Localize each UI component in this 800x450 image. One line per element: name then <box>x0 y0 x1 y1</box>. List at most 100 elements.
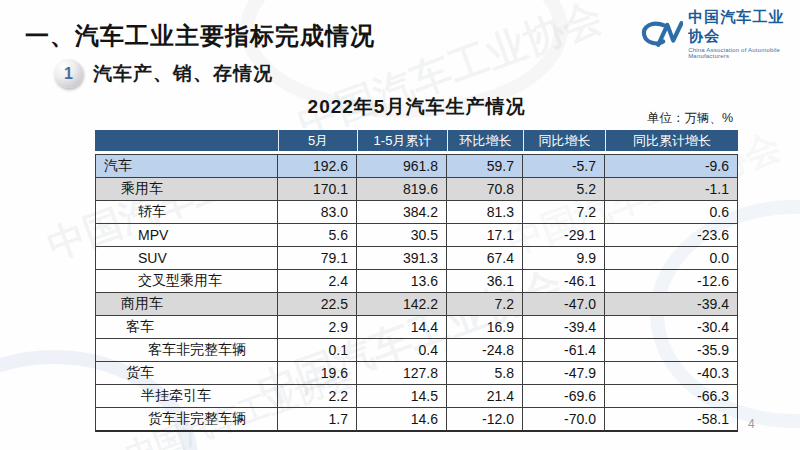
row-value: 16.9 <box>447 316 523 339</box>
row-value: -24.8 <box>447 339 523 362</box>
row-label: MPV <box>95 224 278 247</box>
row-label: 汽车 <box>95 154 278 178</box>
logo: 中国汽车工业协会 China Association of Automobile… <box>640 8 800 59</box>
table-row: 交叉型乘用车2.413.636.1-46.1-12.6 <box>95 270 738 293</box>
row-value: 2.2 <box>278 385 357 408</box>
row-value: 81.3 <box>447 201 523 224</box>
row-value: 961.8 <box>357 154 447 178</box>
row-value: -66.3 <box>605 385 738 408</box>
column-header-may: 5月 <box>278 130 357 154</box>
row-value: 0.1 <box>278 339 357 362</box>
row-label: 商用车 <box>95 293 278 316</box>
row-value: 14.5 <box>357 385 447 408</box>
row-value: 391.3 <box>357 247 447 270</box>
row-value: 14.6 <box>357 408 447 432</box>
row-value: 0.4 <box>357 339 447 362</box>
unit-note: 单位：万辆、% <box>523 110 733 127</box>
row-value: -1.1 <box>605 178 738 201</box>
logo-name-en: China Association of Automobile Manufact… <box>688 47 800 59</box>
row-label: 半挂牵引车 <box>95 385 278 408</box>
row-value: 7.2 <box>447 293 523 316</box>
row-value: 9.9 <box>523 247 605 270</box>
row-value: 819.6 <box>357 178 447 201</box>
row-value: -40.3 <box>605 362 738 385</box>
column-header-yoy-cum-growth: 同比累计增长 <box>605 130 738 154</box>
cam-logo-icon <box>640 17 683 51</box>
section-heading: 1 汽车产、销、存情况 <box>54 59 273 88</box>
row-value: -39.4 <box>605 293 738 316</box>
row-value: 79.1 <box>278 247 357 270</box>
table-row: 客车非完整车辆0.10.4-24.8-61.4-35.9 <box>95 339 738 362</box>
row-value: 14.4 <box>357 316 447 339</box>
row-value: 67.4 <box>447 247 523 270</box>
section-number-badge: 1 <box>54 59 83 88</box>
row-value: 192.6 <box>278 154 357 178</box>
logo-text: 中国汽车工业协会 China Association of Automobile… <box>688 8 800 59</box>
row-value: -30.4 <box>605 316 738 339</box>
row-value: 70.8 <box>447 178 523 201</box>
row-value: -9.6 <box>605 154 738 178</box>
row-value: -58.1 <box>605 408 738 432</box>
table-row: 客车2.914.416.9-39.4-30.4 <box>95 316 738 339</box>
row-label: 货车 <box>95 362 278 385</box>
table-body: 汽车192.6961.859.7-5.7-9.6乘用车170.1819.670.… <box>95 154 738 432</box>
row-value: -47.9 <box>523 362 605 385</box>
row-value: 5.8 <box>447 362 523 385</box>
table-header: 5月 1-5月累计 环比增长 同比增长 同比累计增长 <box>95 130 738 154</box>
table-row: 半挂牵引车2.214.521.4-69.6-66.3 <box>95 385 738 408</box>
row-value: 30.5 <box>357 224 447 247</box>
row-value: 142.2 <box>357 293 447 316</box>
row-value: 0.0 <box>605 247 738 270</box>
table-row: 货车非完整车辆1.714.6-12.0-70.0-58.1 <box>95 408 738 432</box>
row-value: -29.1 <box>523 224 605 247</box>
column-header-category <box>95 130 278 154</box>
row-value: -46.1 <box>523 270 605 293</box>
column-header-jan-may-total: 1-5月累计 <box>357 130 447 154</box>
row-value: 7.2 <box>523 201 605 224</box>
row-value: 17.1 <box>447 224 523 247</box>
row-label: 客车 <box>95 316 278 339</box>
row-value: 36.1 <box>447 270 523 293</box>
row-value: 5.2 <box>523 178 605 201</box>
row-value: -12.6 <box>605 270 738 293</box>
row-value: 19.6 <box>278 362 357 385</box>
column-header-mom-growth: 环比增长 <box>447 130 523 154</box>
row-value: -23.6 <box>605 224 738 247</box>
row-value: -39.4 <box>523 316 605 339</box>
row-value: 5.6 <box>278 224 357 247</box>
row-value: 2.9 <box>278 316 357 339</box>
row-label: SUV <box>95 247 278 270</box>
section-title: 汽车产、销、存情况 <box>93 61 273 87</box>
row-value: -70.0 <box>523 408 605 432</box>
row-value: 21.4 <box>447 385 523 408</box>
slide: 中国汽车工业协会 中国汽车工业协会 中国汽车工业协会 中国汽车工业协会 中国汽车… <box>0 0 800 450</box>
row-value: 0.6 <box>605 201 738 224</box>
row-value: 384.2 <box>357 201 447 224</box>
page-title: 一、汽车工业主要指标完成情况 <box>25 20 375 52</box>
row-value: 2.4 <box>278 270 357 293</box>
production-table: 5月 1-5月累计 环比增长 同比增长 同比累计增长 汽车192.6961.85… <box>95 130 738 432</box>
row-value: 22.5 <box>278 293 357 316</box>
row-value: -61.4 <box>523 339 605 362</box>
row-value: 83.0 <box>278 201 357 224</box>
row-value: -5.7 <box>523 154 605 178</box>
row-value: 1.7 <box>278 408 357 432</box>
logo-name-cn: 中国汽车工业协会 <box>688 8 800 46</box>
row-value: 170.1 <box>278 178 357 201</box>
row-label: 轿车 <box>95 201 278 224</box>
row-value: 13.6 <box>357 270 447 293</box>
row-label: 客车非完整车辆 <box>95 339 278 362</box>
row-value: -69.6 <box>523 385 605 408</box>
table-row: 汽车192.6961.859.7-5.7-9.6 <box>95 154 738 178</box>
column-header-yoy-growth: 同比增长 <box>523 130 605 154</box>
row-value: -12.0 <box>447 408 523 432</box>
row-value: 59.7 <box>447 154 523 178</box>
table-row: 货车19.6127.85.8-47.9-40.3 <box>95 362 738 385</box>
table-row: MPV5.630.517.1-29.1-23.6 <box>95 224 738 247</box>
row-label: 乘用车 <box>95 178 278 201</box>
table-row: 乘用车170.1819.670.85.2-1.1 <box>95 178 738 201</box>
row-value: 127.8 <box>357 362 447 385</box>
table-row: 商用车22.5142.27.2-47.0-39.4 <box>95 293 738 316</box>
page-number: 4 <box>748 417 755 431</box>
table-row: SUV79.1391.367.49.90.0 <box>95 247 738 270</box>
